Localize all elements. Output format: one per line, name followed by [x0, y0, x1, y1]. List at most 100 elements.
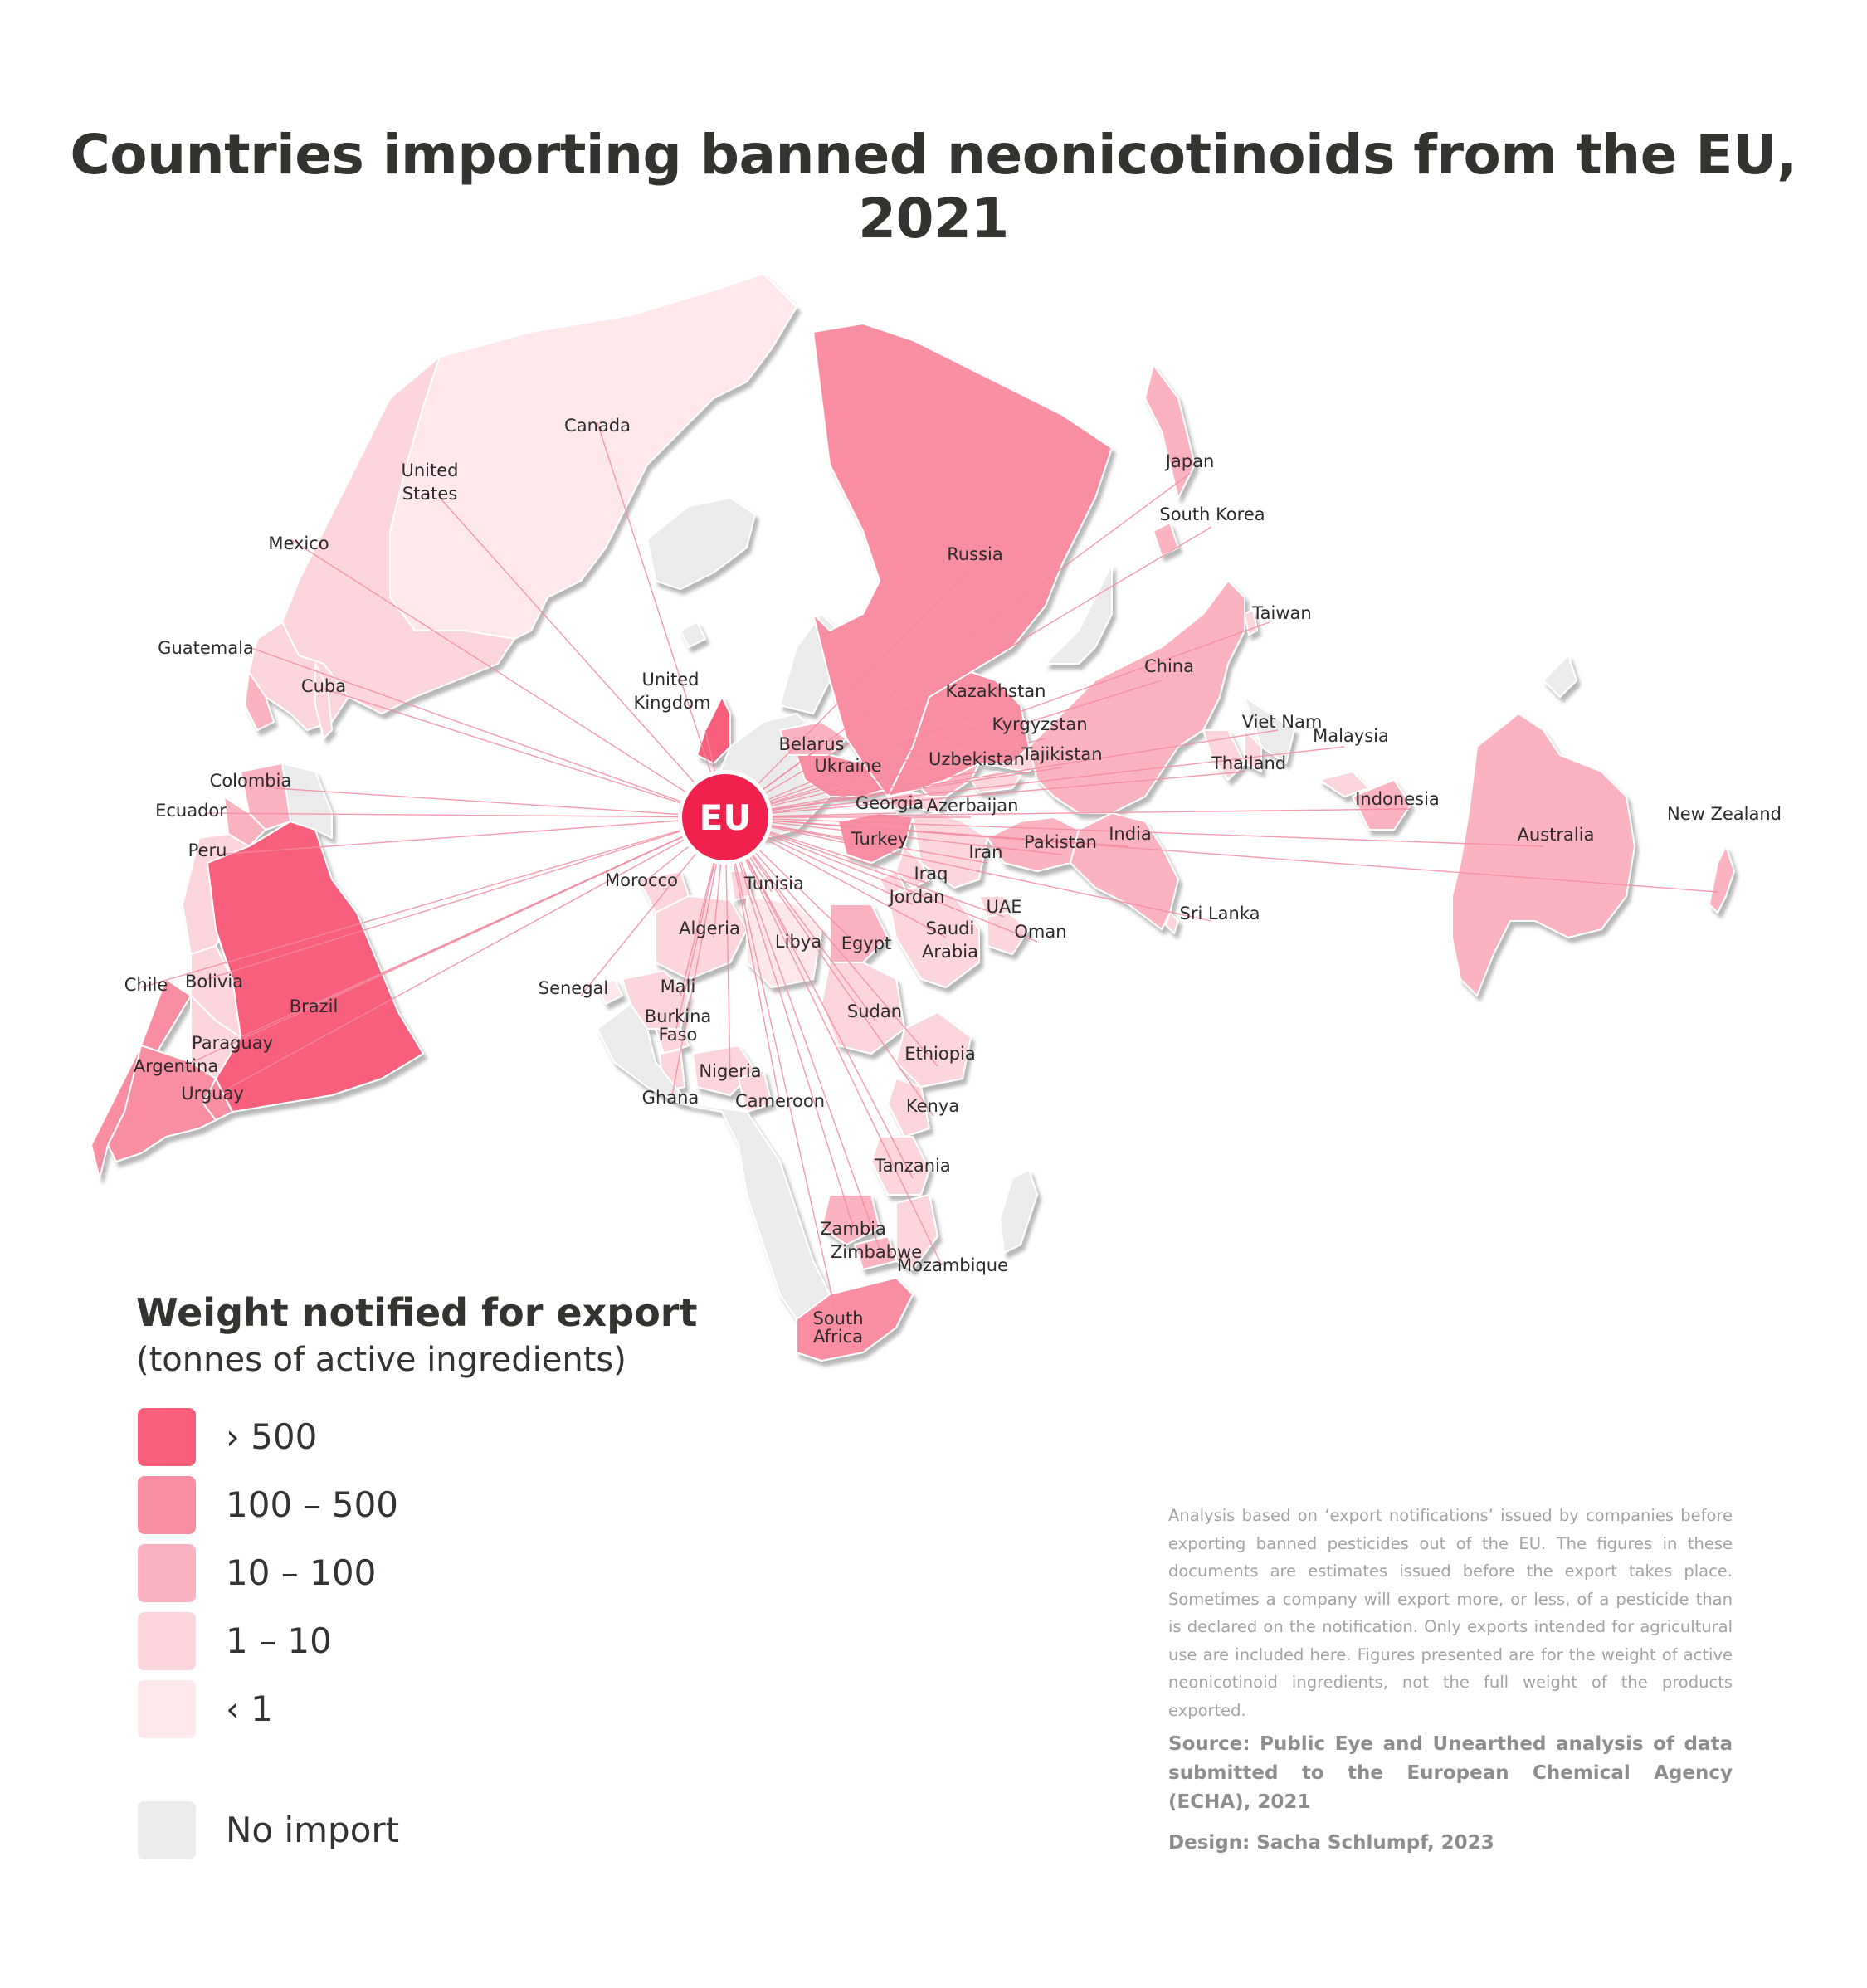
country-label: Ecuador	[155, 801, 227, 821]
country-label: Ethiopia	[904, 1044, 976, 1064]
country-burkina-faso	[655, 1028, 690, 1055]
legend-label: 10 – 100	[226, 1552, 377, 1593]
country-greenland	[646, 497, 756, 590]
country-viet-nam	[1244, 729, 1262, 772]
eu-hub-marker	[682, 774, 768, 860]
country-azerbaijan	[912, 792, 947, 814]
country-urguay	[202, 1078, 233, 1121]
country-iceland	[680, 621, 706, 648]
country-taiwan	[1244, 609, 1258, 636]
country-label: Peru	[188, 841, 227, 860]
country-label: China	[1144, 656, 1194, 676]
export-route	[215, 816, 726, 1096]
export-route	[724, 680, 1163, 818]
eu-hub-label: EU	[700, 797, 752, 838]
country-label: Burkina	[645, 1006, 712, 1026]
country-africa-rest	[597, 1003, 831, 1320]
country-madagascar	[999, 1169, 1038, 1254]
legend-swatch	[138, 1612, 196, 1670]
country-label: Chile	[124, 975, 168, 995]
country-tanzania	[870, 1136, 930, 1196]
country-label: Tunisia	[743, 874, 804, 894]
legend-label: › 500	[226, 1416, 318, 1457]
country-label: Arabia	[922, 942, 978, 962]
country-oman	[987, 912, 1030, 955]
export-route	[724, 771, 1245, 818]
country-australia	[1451, 713, 1635, 996]
country-label: Ukraine	[814, 756, 881, 776]
export-route	[273, 787, 726, 818]
export-route	[724, 738, 1046, 818]
map-title: Countries importing banned neonicotinoid…	[70, 123, 1797, 251]
country-sa-north	[281, 763, 333, 839]
export-route	[724, 526, 1212, 818]
country-label: Pakistan	[1024, 832, 1097, 852]
country-label: Senegal	[539, 978, 609, 998]
country-india	[1070, 812, 1179, 930]
country-label: Iraq	[914, 864, 948, 884]
country-label: Ghana	[642, 1088, 700, 1108]
country-senegal	[597, 978, 623, 1005]
country-label: Tanzania	[874, 1156, 950, 1176]
legend-swatch	[138, 1476, 196, 1534]
legend-swatch	[138, 1801, 196, 1859]
country-label: India	[1109, 824, 1152, 844]
country-label: Mexico	[268, 534, 329, 553]
country-label: South Korea	[1159, 504, 1265, 524]
country-belarus	[779, 721, 847, 756]
country-label: New Zealand	[1667, 804, 1782, 824]
legend-swatch	[138, 1680, 196, 1738]
export-route	[597, 422, 726, 818]
country-south-korea	[1153, 522, 1179, 557]
export-route	[290, 538, 726, 818]
export-route	[248, 646, 726, 818]
country-label: Australia	[1518, 825, 1595, 845]
export-route	[724, 816, 880, 1250]
country-label: Faso	[659, 1025, 698, 1045]
country-label: Zimbabwe	[831, 1242, 922, 1262]
country-label: Russia	[947, 544, 1003, 564]
export-route	[724, 816, 1718, 893]
country-label: United	[642, 670, 700, 689]
country-guatemala	[244, 671, 275, 731]
country-label: Jordan	[888, 887, 945, 907]
country-label: Azerbaijan	[927, 796, 1019, 816]
country-label: Malaysia	[1313, 726, 1389, 746]
country-label: Kazakhstan	[946, 681, 1046, 701]
country-label: Mozambique	[897, 1255, 1008, 1275]
export-route	[724, 816, 854, 1227]
legend-swatch	[138, 1408, 196, 1466]
country-label: Sudan	[847, 1001, 902, 1021]
country-label: Belarus	[779, 734, 845, 754]
legend-label: No import	[226, 1810, 400, 1850]
export-route	[724, 816, 938, 1067]
export-route	[724, 563, 976, 818]
country-label: Turkey	[851, 829, 908, 849]
country-sri-lanka	[1165, 912, 1179, 934]
country-label: UAE	[986, 897, 1021, 917]
country-label: Kenya	[906, 1096, 959, 1116]
export-route	[724, 816, 1038, 943]
export-route	[724, 746, 1345, 818]
export-route	[724, 472, 1192, 818]
export-route	[207, 812, 726, 818]
country-paraguay	[190, 995, 241, 1079]
export-route	[724, 816, 934, 1117]
country-label: Japan	[1164, 451, 1215, 471]
country-label: Uzbekistan	[929, 749, 1025, 769]
country-label: Thailand	[1211, 753, 1286, 773]
export-route	[724, 808, 1411, 818]
country-label: Viet Nam	[1242, 712, 1323, 732]
legend-title: Weight notified for export	[136, 1290, 698, 1335]
country-mongolia	[1045, 563, 1113, 665]
export-route	[140, 816, 726, 988]
export-route	[724, 729, 1279, 818]
country-label: Canada	[564, 416, 631, 436]
country-label: Kyrgyzstan	[992, 714, 1087, 734]
country-united-states	[281, 356, 515, 714]
country-label: Africa	[813, 1327, 863, 1347]
country-label: Urguay	[181, 1084, 244, 1104]
country-label: Zambia	[820, 1219, 886, 1239]
country-png	[1543, 655, 1577, 698]
methodology-note: Analysis based on ‘export notifications’…	[1168, 1506, 1733, 1720]
